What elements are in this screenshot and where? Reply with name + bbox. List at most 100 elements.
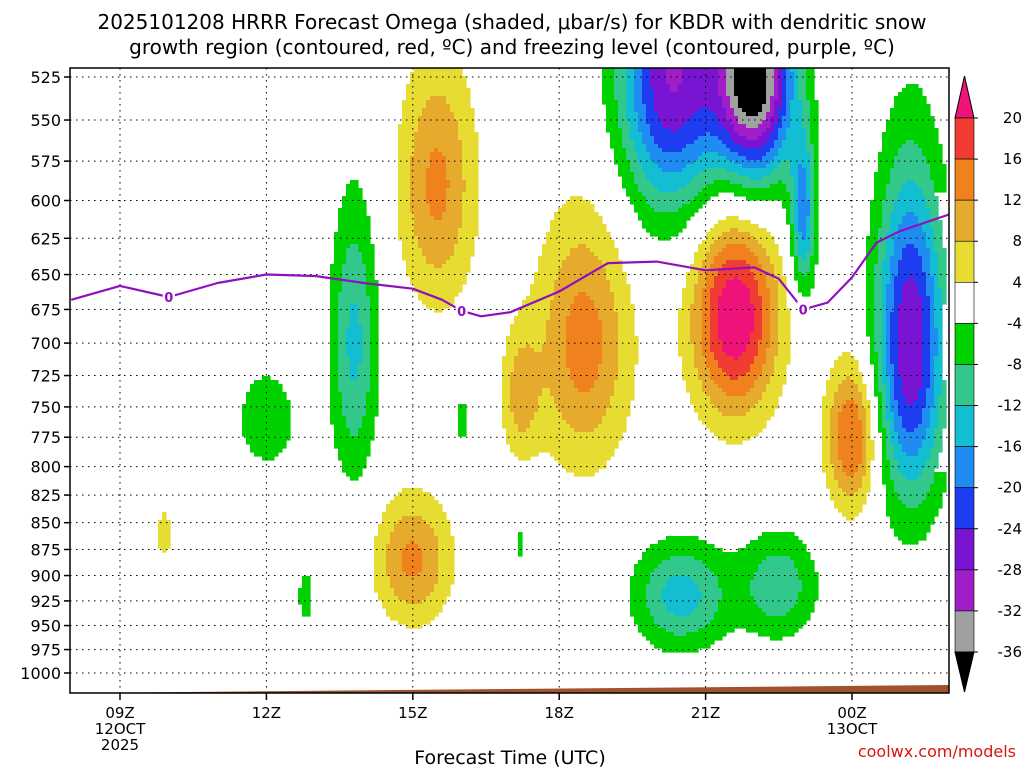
omega-cell — [602, 344, 619, 349]
omega-cell — [794, 228, 799, 233]
omega-cell — [346, 260, 363, 265]
omega-cell — [882, 328, 887, 333]
omega-cell — [438, 540, 455, 545]
omega-cell — [626, 84, 635, 89]
omega-cell — [430, 160, 447, 165]
omega-cell — [770, 172, 791, 177]
omega-cell — [694, 364, 707, 369]
omega-cell — [614, 384, 635, 389]
omega-cell — [798, 252, 807, 257]
omega-cell — [634, 96, 643, 101]
omega-cell — [810, 128, 819, 133]
omega-cell — [570, 196, 583, 201]
omega-cell — [894, 304, 899, 309]
omega-cell — [714, 256, 759, 261]
omega-cell — [758, 260, 771, 265]
omega-cell — [922, 192, 935, 197]
omega-cell — [718, 308, 755, 313]
omega-cell — [810, 216, 815, 221]
omega-cell — [814, 252, 819, 257]
omega-cell — [710, 324, 719, 329]
y-axis-pressure: 5255505756006256506757007257507758008258… — [20, 68, 70, 683]
omega-cell — [874, 284, 883, 289]
omega-cell — [798, 84, 807, 89]
omega-cell — [754, 312, 763, 317]
omega-cell — [626, 80, 635, 85]
omega-cell — [902, 248, 919, 253]
omega-cell — [422, 564, 439, 569]
omega-cell — [926, 492, 943, 497]
omega-cell — [630, 576, 651, 581]
omega-cell — [934, 480, 947, 485]
omega-cell — [510, 388, 543, 393]
omega-cell — [754, 380, 771, 385]
omega-cell — [826, 388, 839, 393]
omega-cell — [330, 356, 339, 361]
omega-cell — [586, 244, 615, 249]
omega-cell — [530, 288, 555, 293]
omega-cell — [642, 68, 651, 73]
omega-cell — [926, 196, 939, 201]
omega-cell — [330, 264, 343, 269]
omega-cell — [438, 568, 455, 573]
omega-cell — [510, 376, 571, 381]
omega-cell — [710, 248, 723, 253]
omega-cell — [746, 284, 759, 289]
x-tick-label: 21Z — [691, 704, 720, 722]
omega-cell — [902, 252, 919, 257]
omega-cell — [618, 104, 627, 109]
omega-cell — [722, 100, 731, 105]
omega-cell — [686, 384, 703, 389]
omega-cell — [678, 188, 703, 193]
omega-cell — [626, 148, 635, 153]
site-credit[interactable]: coolwx.com/models — [858, 742, 1016, 761]
omega-cell — [462, 204, 479, 209]
omega-cell — [810, 240, 815, 245]
omega-cell — [550, 304, 571, 309]
omega-cell — [710, 308, 719, 313]
omega-cell — [842, 468, 859, 473]
omega-cell — [766, 152, 779, 157]
omega-cell — [642, 100, 655, 105]
omega-cell — [402, 104, 427, 109]
omega-cell — [926, 292, 935, 297]
omega-cell — [922, 304, 931, 309]
omega-cell — [578, 244, 587, 249]
omega-cell — [690, 312, 703, 317]
omega-cell — [622, 180, 635, 185]
omega-cell — [766, 280, 779, 285]
omega-cell — [330, 412, 343, 417]
omega-cell — [710, 312, 719, 317]
omega-cell — [754, 600, 799, 605]
omega-cell — [642, 632, 675, 637]
omega-cell — [890, 216, 903, 221]
omega-cell — [922, 376, 931, 381]
omega-cell — [618, 364, 635, 369]
omega-cell — [890, 348, 899, 353]
omega-cell — [926, 232, 935, 237]
omega-cell — [930, 172, 947, 177]
omega-cell — [870, 208, 883, 213]
omega-cell — [750, 232, 771, 237]
omega-cell — [698, 588, 723, 593]
omega-cell — [630, 604, 647, 609]
omega-cell — [710, 288, 723, 293]
omega-cell — [906, 244, 915, 249]
omega-cell — [762, 332, 771, 337]
omega-cell — [418, 124, 459, 129]
omega-cell — [718, 80, 727, 85]
omega-cell — [750, 248, 767, 253]
omega-cell — [798, 168, 807, 173]
omega-cell — [338, 376, 351, 381]
omega-cell — [386, 556, 403, 561]
omega-cell — [934, 316, 943, 321]
y-tick-label: 650 — [30, 266, 61, 285]
omega-cell — [542, 248, 571, 253]
omega-cell — [638, 128, 651, 133]
omega-cell — [350, 324, 363, 329]
omega-cell — [890, 460, 899, 465]
omega-cell — [530, 424, 571, 429]
omega-cell — [758, 136, 771, 141]
omega-cell — [458, 412, 467, 417]
omega-cell — [622, 184, 639, 189]
